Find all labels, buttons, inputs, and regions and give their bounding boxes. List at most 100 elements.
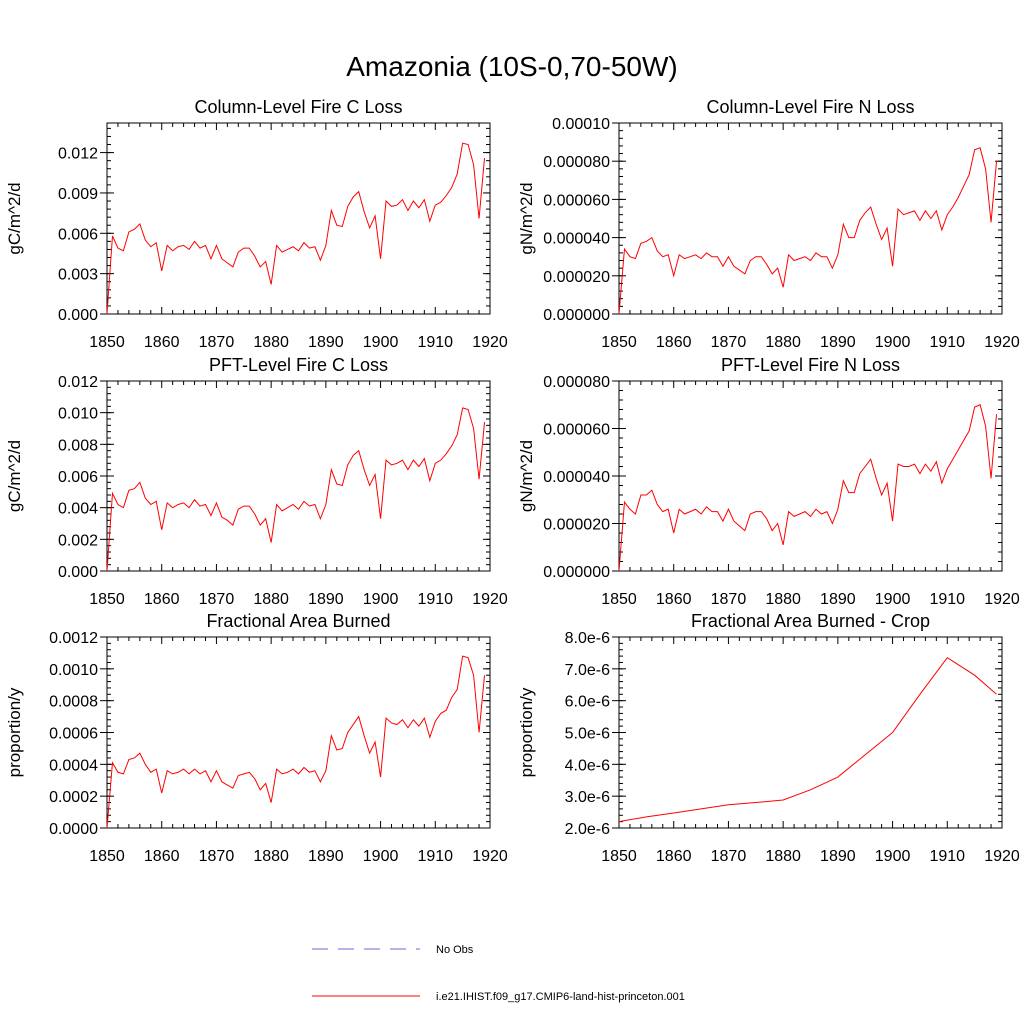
x-tick-label: 1870 <box>711 334 747 351</box>
x-tick-label: 1890 <box>308 848 344 865</box>
panel-title: PFT-Level Fire C Loss <box>209 355 388 375</box>
y-tick-label: 0.000040 <box>543 231 610 248</box>
y-tick-label: 0.000020 <box>543 517 610 534</box>
legend-model-label: i.e21.IHIST.f09_g17.CMIP6-land-hist-prin… <box>436 991 685 1003</box>
y-tick-label: 0.008 <box>58 437 98 454</box>
plot-frame <box>618 636 1003 829</box>
x-tick-label: 1920 <box>984 334 1020 351</box>
chart-panel-5: Fractional Area Burned 1850 1860 1870 1880 18… <box>5 611 508 865</box>
chart-panel-4: PFT-Level Fire N Loss 1850 1860 1870 1880 189… <box>517 355 1020 608</box>
plot-frame <box>106 636 491 829</box>
series-line <box>106 407 486 572</box>
x-tick-label: 1880 <box>765 591 801 608</box>
y-tick-label: 0.0012 <box>49 630 98 647</box>
plot-frame <box>106 122 491 315</box>
x-tick-label: 1850 <box>601 848 637 865</box>
x-tick-label: 1870 <box>199 591 235 608</box>
panel-title: Column-Level Fire N Loss <box>706 97 914 117</box>
x-tick-label: 1900 <box>875 591 911 608</box>
x-tick-label: 1900 <box>363 848 399 865</box>
panel-title: Column-Level Fire C Loss <box>194 97 402 117</box>
x-tick-label: 1880 <box>253 848 289 865</box>
x-tick-label: 1910 <box>929 334 965 351</box>
series-line <box>618 657 997 823</box>
x-tick-label: 1910 <box>929 591 965 608</box>
x-tick-label: 1890 <box>308 334 344 351</box>
y-tick-label: 2.0e-6 <box>565 821 610 838</box>
x-tick-label: 1900 <box>363 334 399 351</box>
y-tick-label: 0.006 <box>58 469 98 486</box>
y-tick-label: 0.000080 <box>543 154 610 171</box>
x-tick-label: 1860 <box>656 334 692 351</box>
x-tick-label: 1880 <box>253 591 289 608</box>
x-tick-label: 1890 <box>308 591 344 608</box>
x-tick-label: 1910 <box>417 334 453 351</box>
x-tick-label: 1850 <box>89 848 125 865</box>
y-axis-label: gN/m^2/d <box>517 440 536 512</box>
x-tick-label: 1870 <box>199 334 235 351</box>
y-axis-label: proportion/y <box>517 687 536 777</box>
plot-frame <box>106 380 491 572</box>
y-tick-label: 6.0e-6 <box>565 694 610 711</box>
y-axis-label: gC/m^2/d <box>5 182 24 254</box>
x-tick-label: 1910 <box>417 591 453 608</box>
legend: No Obs i.e21.IHIST.f09_g17.CMIP6-land-hi… <box>312 944 685 1003</box>
y-tick-label: 8.0e-6 <box>565 630 610 647</box>
y-tick-label: 0.012 <box>58 374 98 391</box>
chart-panel-6: Fractional Area Burned - Crop 1850 1860 187… <box>517 611 1020 865</box>
x-tick-label: 1910 <box>417 848 453 865</box>
y-tick-label: 0.006 <box>58 226 98 243</box>
x-tick-label: 1890 <box>820 334 856 351</box>
y-tick-label: 0.0006 <box>49 726 98 743</box>
x-tick-label: 1900 <box>363 591 399 608</box>
x-tick-label: 1890 <box>820 591 856 608</box>
y-tick-label: 0.002 <box>58 532 98 549</box>
page-title: Amazonia (10S-0,70-50W) <box>346 51 677 82</box>
y-tick-label: 0.000 <box>58 307 98 324</box>
x-tick-label: 1890 <box>820 848 856 865</box>
x-tick-label: 1860 <box>144 591 180 608</box>
x-tick-label: 1860 <box>144 848 180 865</box>
x-tick-label: 1920 <box>984 848 1020 865</box>
y-tick-label: 0.000060 <box>543 192 610 209</box>
y-tick-label: 0.003 <box>58 267 98 284</box>
plot-frame <box>618 122 1003 315</box>
y-tick-label: 5.0e-6 <box>565 726 610 743</box>
x-tick-label: 1910 <box>929 848 965 865</box>
y-axis-label: proportion/y <box>5 687 24 777</box>
panel-title: Fractional Area Burned - Crop <box>691 611 930 631</box>
chart-panel-3: PFT-Level Fire C Loss 1850 1860 1870 1880 189… <box>5 355 508 608</box>
x-tick-label: 1860 <box>656 591 692 608</box>
x-tick-label: 1920 <box>984 591 1020 608</box>
y-tick-label: 0.0010 <box>49 662 98 679</box>
x-tick-label: 1870 <box>711 848 747 865</box>
y-axis-label: gN/m^2/d <box>517 182 536 254</box>
x-tick-label: 1850 <box>601 591 637 608</box>
panel-title: Fractional Area Burned <box>206 611 390 631</box>
y-tick-label: 0.0000 <box>49 821 98 838</box>
y-axis-label: gC/m^2/d <box>5 440 24 512</box>
x-tick-label: 1850 <box>89 591 125 608</box>
y-tick-label: 4.0e-6 <box>565 757 610 774</box>
x-tick-label: 1870 <box>711 591 747 608</box>
x-tick-label: 1900 <box>875 334 911 351</box>
y-tick-label: 7.0e-6 <box>565 662 610 679</box>
y-tick-label: 0.0002 <box>49 789 98 806</box>
y-tick-label: 0.000000 <box>543 564 610 581</box>
y-tick-label: 0.00010 <box>552 116 610 133</box>
y-tick-label: 0.000040 <box>543 469 610 486</box>
y-tick-label: 0.000000 <box>543 307 610 324</box>
y-tick-label: 0.009 <box>58 186 98 203</box>
x-tick-label: 1860 <box>656 848 692 865</box>
y-tick-label: 0.012 <box>58 146 98 163</box>
x-tick-label: 1880 <box>253 334 289 351</box>
legend-obs-label: No Obs <box>436 944 474 956</box>
x-tick-label: 1920 <box>472 334 508 351</box>
y-tick-label: 0.010 <box>58 406 98 423</box>
x-tick-label: 1880 <box>765 334 801 351</box>
x-tick-label: 1850 <box>601 334 637 351</box>
series-line <box>106 142 486 315</box>
x-tick-label: 1920 <box>472 848 508 865</box>
x-tick-label: 1860 <box>144 334 180 351</box>
